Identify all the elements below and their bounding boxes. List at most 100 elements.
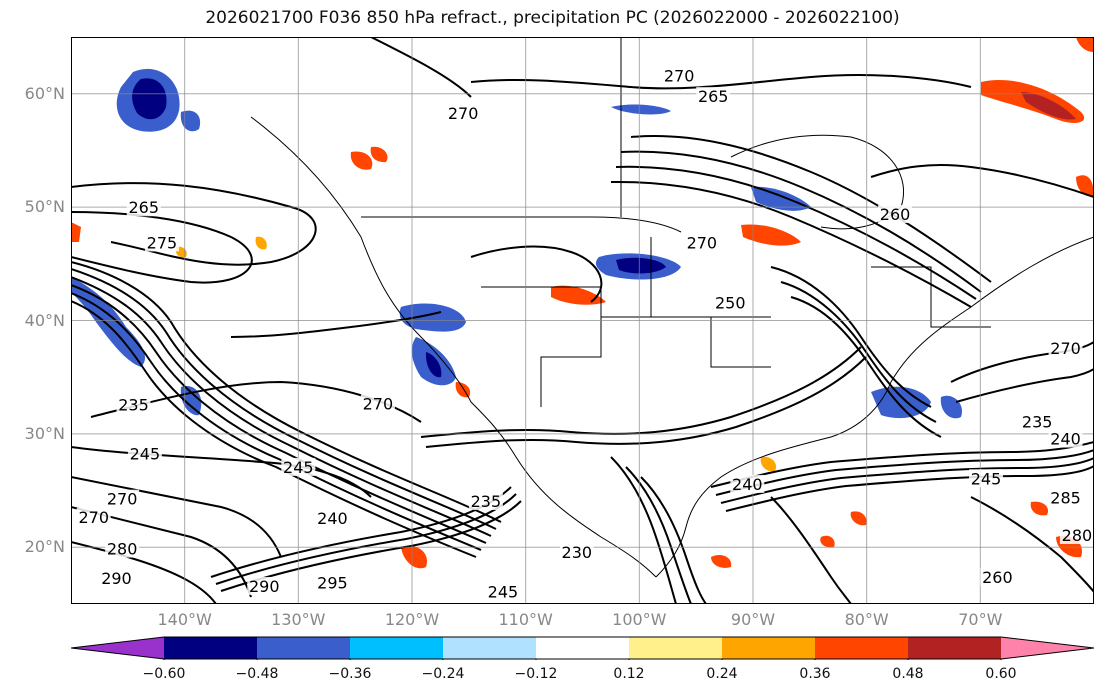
contour-line — [71, 476, 282, 558]
contour-line — [610, 456, 677, 604]
contour-label-bg — [730, 474, 765, 493]
colorbar-tick-label: −0.12 — [514, 666, 558, 682]
contour-line — [71, 276, 492, 537]
contour-label: 245 — [283, 458, 314, 477]
colorbar-segment — [164, 637, 258, 659]
colorbar-segment — [722, 637, 816, 659]
latitude-label: 30°N — [24, 423, 65, 443]
contour-line — [770, 266, 932, 408]
contour-line — [71, 268, 497, 530]
latitude-label: 60°N — [24, 83, 65, 103]
contour-label-bg — [1059, 525, 1094, 544]
coastline — [730, 134, 905, 230]
contour-label-bg — [1048, 338, 1083, 357]
contour-line — [71, 292, 482, 551]
contour-line — [720, 457, 1094, 504]
longitude-label: 110°W — [498, 610, 553, 629]
contour-line — [230, 311, 442, 338]
contour-line — [71, 182, 317, 266]
contour-line — [710, 441, 1094, 488]
colorbar-segment — [257, 637, 351, 659]
longitude-label: 80°W — [844, 610, 889, 629]
precip-area — [751, 186, 811, 211]
contour-label-bg — [105, 539, 140, 558]
contour-label-bg — [116, 395, 151, 414]
contour-line — [71, 261, 502, 523]
colorbar-segment — [908, 637, 1002, 659]
map-title: 2026021700 F036 850 hPa refract., precip… — [205, 8, 900, 28]
precip-area — [711, 555, 732, 568]
contour-line — [770, 496, 852, 604]
coastline — [250, 116, 657, 578]
contour-line — [625, 466, 692, 604]
contour-label: 270 — [107, 490, 138, 509]
longitude-label: 130°W — [271, 610, 326, 629]
longitude-label: 120°W — [384, 610, 440, 629]
contour-label: 240 — [317, 509, 348, 528]
colorbar-tick-label: 0.12 — [613, 666, 645, 682]
contour-label: 290 — [249, 577, 280, 596]
contour-label: 265 — [698, 87, 729, 106]
contour-label: 230 — [562, 543, 593, 562]
contour-line — [71, 211, 253, 284]
precip-area — [940, 395, 962, 419]
contour-label: 295 — [317, 574, 348, 593]
contour-label: 270 — [448, 104, 479, 123]
longitude-label: 90°W — [730, 610, 776, 629]
precip-area — [760, 456, 777, 472]
precip-area — [71, 222, 81, 242]
contour-label: 240 — [1050, 430, 1081, 449]
contour-line — [610, 180, 972, 308]
longitude-label: 70°W — [958, 610, 1003, 629]
contour-label: 285 — [1050, 489, 1081, 508]
contour-label-bg — [969, 469, 1004, 488]
coastline — [871, 266, 991, 328]
longitude-label: 140°W — [157, 610, 212, 629]
precip-area — [370, 146, 388, 163]
precip-area — [425, 352, 442, 378]
contour-label: 270 — [664, 67, 695, 86]
precipitation-fills — [71, 37, 1094, 569]
latitude-label: 40°N — [24, 310, 65, 330]
map-panel: 270 265 270 265 275 260 270 250 270 235 245 245 235 2… — [71, 37, 1094, 604]
precip-area — [820, 535, 835, 548]
colorbar-segment — [815, 637, 909, 659]
contour-line — [71, 541, 217, 604]
contour-label-bg — [1020, 412, 1055, 431]
contour-line — [470, 245, 603, 303]
coastline — [655, 236, 1094, 578]
contour-label-bg — [684, 233, 719, 252]
contour-line — [71, 446, 372, 498]
precip-area — [350, 151, 373, 170]
colorbar-segment — [71, 637, 164, 659]
colorbar-segment — [536, 637, 630, 659]
contour-label: 270 — [78, 508, 109, 527]
map-canvas: 2702652702652752602702502702352452452352… — [71, 37, 1094, 604]
colorbar-tick-label: −0.60 — [142, 666, 186, 682]
contour-label-bg — [485, 582, 520, 601]
precip-area — [1021, 92, 1076, 120]
contour-line — [790, 296, 942, 438]
map-frame — [71, 37, 1094, 604]
contour-line — [615, 165, 977, 300]
colorbar-tick-label: −0.24 — [421, 666, 465, 682]
contour-label-bg — [144, 233, 179, 252]
precip-area — [616, 257, 666, 274]
contour-line — [370, 37, 472, 98]
contour-line — [715, 449, 1094, 496]
contour-label-bg — [1048, 488, 1083, 507]
contour-label-bg — [468, 491, 503, 510]
contour-line — [470, 74, 972, 90]
precip-area — [132, 78, 167, 120]
precip-area — [741, 224, 801, 246]
precip-area — [180, 110, 201, 132]
precip-area — [611, 104, 671, 115]
contour-label-bg — [980, 567, 1015, 586]
contour-line — [725, 465, 1094, 512]
colorbar-segment — [443, 637, 537, 659]
contour-label: 245 — [488, 583, 519, 602]
contour-label: 275 — [147, 233, 178, 252]
contour-labels: 2702652702652752602702502702352452452352… — [76, 66, 1094, 602]
contour-label-bg — [696, 87, 731, 106]
contour-line — [220, 500, 522, 592]
